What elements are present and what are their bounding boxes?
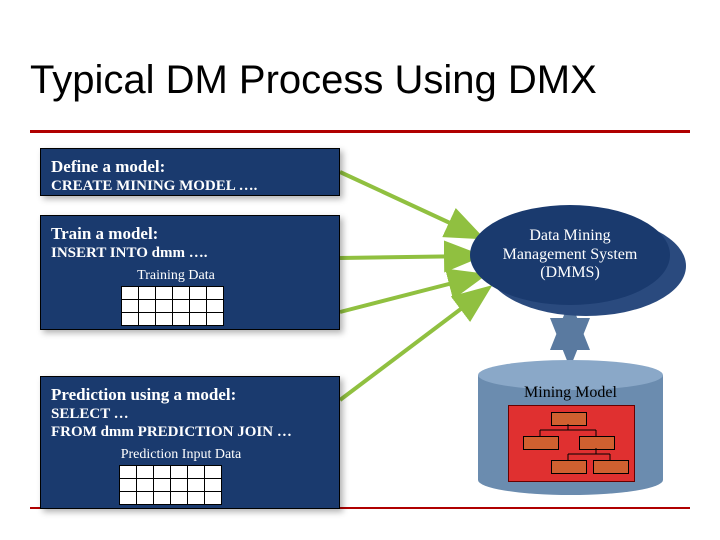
step-train-box: Train a model: INSERT INTO dmm …. Traini… (40, 215, 340, 330)
dmms-line3: (DMMS) (540, 264, 600, 281)
prediction-input-table-icon (119, 465, 222, 505)
org-connectors (509, 406, 634, 481)
arrow-traindata-to-dmms (340, 276, 480, 312)
title-underline (30, 130, 690, 133)
dmms-line1: Data Mining (529, 227, 610, 244)
step-define-code: CREATE MINING MODEL …. (51, 177, 329, 195)
step-predict-code-1: SELECT … (51, 405, 329, 423)
arrow-train-to-dmms (340, 256, 476, 258)
dmms-ellipse: Data Mining Management System (DMMS) (470, 205, 670, 305)
step-predict-title: Prediction using a model: (51, 385, 329, 405)
dmms-label: Data Mining Management System (DMMS) (503, 227, 638, 282)
page-title: Typical DM Process Using DMX (30, 58, 597, 103)
dmms-line2: Management System (503, 246, 638, 263)
arrow-predict-to-dmms (340, 290, 486, 400)
step-train-code: INSERT INTO dmm …. (51, 244, 329, 262)
training-data-table-icon (121, 286, 224, 326)
model-structure-panel (508, 405, 635, 482)
step-predict-box: Prediction using a model: SELECT … FROM … (40, 376, 340, 509)
step-define-title: Define a model: (51, 157, 329, 177)
step-train-title: Train a model: (51, 224, 329, 244)
mining-model-cylinder: Mining Model (478, 360, 663, 492)
step-define-box: Define a model: CREATE MINING MODEL …. (40, 148, 340, 196)
prediction-input-label: Prediction Input Data (101, 447, 261, 463)
mining-model-label: Mining Model (478, 384, 663, 402)
arrow-define-to-dmms (340, 172, 478, 236)
step-predict-code-2: FROM dmm PREDICTION JOIN … (51, 423, 329, 441)
training-data-label: Training Data (121, 268, 231, 284)
